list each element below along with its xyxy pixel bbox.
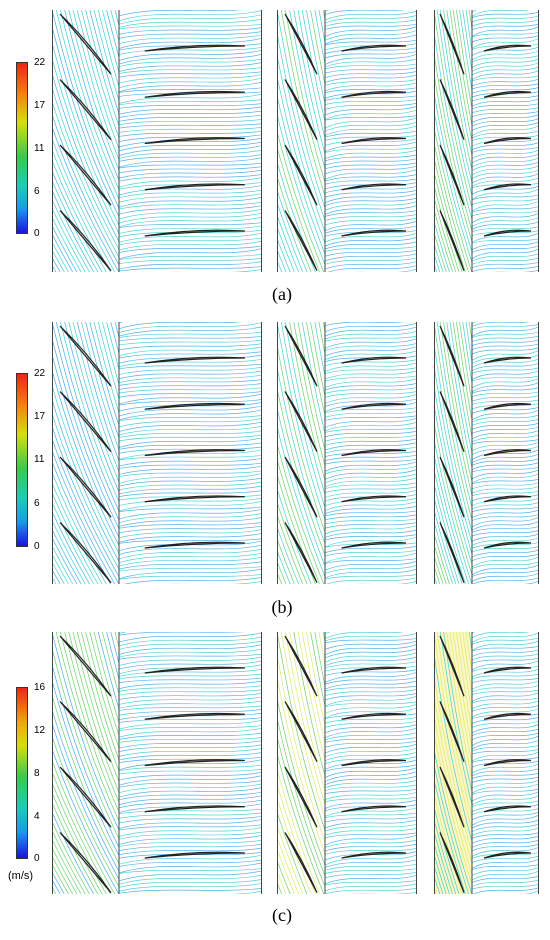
stator-blades <box>439 635 465 893</box>
caption-c: (c) <box>272 905 292 925</box>
colorbar-a <box>16 62 28 234</box>
colorbar-b-tick-4: 0 <box>34 541 40 552</box>
caption-a: (a) <box>272 284 292 304</box>
outlet-streamlines <box>471 632 539 894</box>
colorbar-c-tick-0: 16 <box>34 682 46 693</box>
rotor-blades <box>483 44 532 237</box>
outlet-streamlines <box>471 10 539 272</box>
colorbar-c-tick-4: 0 <box>34 853 40 864</box>
stator-blades <box>59 13 112 272</box>
streamline-panel-a-left <box>52 10 262 272</box>
colorbar-b-tick-0: 22 <box>34 368 46 379</box>
colorbar-b-tick-2: 11 <box>34 454 45 465</box>
outlet-streamlines <box>118 632 262 894</box>
caption-b: (b) <box>271 597 293 617</box>
streamline-panel-c-right <box>434 632 539 894</box>
streamline-panel-b-middle <box>277 322 417 584</box>
colorbar-c-tick-3: 4 <box>34 811 40 822</box>
stator-blades <box>284 13 318 272</box>
streamline-panel-a-middle <box>277 10 417 272</box>
colorbar-a-tick-4: 0 <box>34 228 40 239</box>
streamline-panel-c-left <box>52 632 262 894</box>
streamline-panel-b-left <box>52 322 262 584</box>
colorbar-b-tick-3: 6 <box>34 498 40 509</box>
stator-blades <box>59 325 112 584</box>
rotor-blades <box>341 356 407 549</box>
stator-blades <box>439 325 465 583</box>
stator-blades <box>439 13 465 271</box>
outlet-streamlines <box>118 322 262 584</box>
rotor-blades <box>341 44 407 237</box>
stator-blades <box>284 635 318 894</box>
outlet-streamlines <box>324 632 417 894</box>
outlet-streamlines <box>324 322 417 584</box>
colorbar-c-tick-1: 12 <box>34 725 46 736</box>
colorbar-a-tick-0: 22 <box>34 57 46 68</box>
colorbar-a-tick-3: 6 <box>34 186 40 197</box>
rotor-blades <box>144 666 245 859</box>
colorbar-c-unit: (m/s) <box>8 870 34 882</box>
outlet-streamlines <box>118 10 262 272</box>
colorbar-c <box>16 687 28 859</box>
rotor-blades <box>341 666 407 859</box>
colorbar-a-tick-2: 11 <box>34 143 45 154</box>
streamline-panel-c-middle <box>277 632 417 894</box>
outlet-streamlines <box>324 10 417 272</box>
rotor-blades <box>483 666 532 859</box>
stator-blades <box>59 635 112 894</box>
figure-row-b: 22 17 11 6 0 (b) <box>0 310 550 620</box>
colorbar-a-tick-1: 17 <box>34 100 46 111</box>
figure-row-c: 16 12 8 4 0 (m/s) (c) <box>0 620 550 940</box>
streamline-panel-a-right <box>434 10 539 272</box>
colorbar-b-tick-1: 17 <box>34 411 46 422</box>
rotor-blades <box>483 356 532 549</box>
rotor-blades <box>144 356 245 549</box>
colorbar-b <box>16 373 28 547</box>
outlet-streamlines <box>471 322 539 584</box>
streamline-panel-b-right <box>434 322 539 584</box>
figure-row-a: 22 17 11 6 0 (a) <box>0 0 550 310</box>
stator-blades <box>284 325 318 584</box>
rotor-blades <box>144 44 245 237</box>
colorbar-c-tick-2: 8 <box>34 768 40 779</box>
